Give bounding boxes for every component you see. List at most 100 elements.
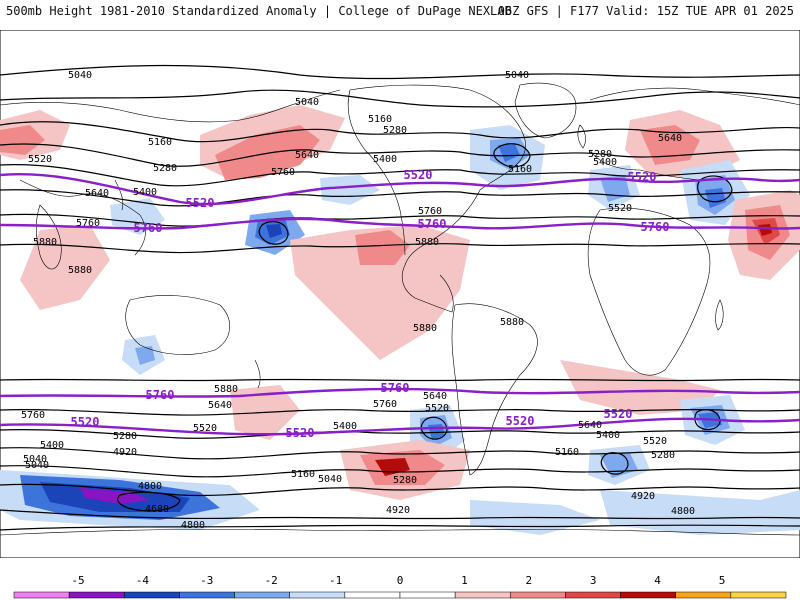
asia-south (19, 179, 146, 256)
contour-label: 5880 (33, 237, 57, 248)
contour-label: 4800 (671, 506, 695, 517)
colorbar-bin (675, 591, 732, 599)
contour-label: 5880 (415, 237, 439, 248)
colorbar-bin (234, 591, 290, 599)
contour-label: 5040 (505, 70, 529, 81)
positive-anomaly-area (0, 125, 45, 155)
colorbar-bin (510, 591, 566, 599)
positive-anomaly-area (215, 125, 320, 180)
highlight-contour-label: 5520 (404, 168, 433, 182)
colorbar-tick-label: 4 (654, 574, 661, 587)
negative-anomaly-area (110, 198, 165, 235)
contour-label: 4680 (145, 504, 169, 515)
positive-anomaly-area (355, 230, 410, 265)
contour-label: 5160 (508, 164, 532, 175)
colorbar-bin (289, 591, 346, 599)
africa-coast (587, 207, 711, 376)
contour-label: 5280 (153, 163, 177, 174)
contour-label: 4800 (138, 481, 162, 492)
contour-label: 5160 (291, 469, 315, 480)
highlight-contour-label: 5760 (381, 381, 410, 395)
madagascar-coast (715, 299, 724, 331)
negative-anomaly-area (498, 144, 520, 162)
contour-label: 5760 (21, 410, 45, 421)
colorbar-bins (13, 591, 787, 599)
contour-label: 5160 (368, 114, 392, 125)
negative-anomaly-area (80, 488, 150, 504)
contour-label: 5760 (418, 206, 442, 217)
colorbar-tick-label: 5 (719, 574, 726, 587)
highlight-contour-label: 5760 (134, 221, 163, 235)
coastlines (0, 82, 800, 536)
contour-label: 5520 (643, 436, 667, 447)
contour-label: 5040 (318, 474, 342, 485)
highlight-contour-label: 5760 (146, 388, 175, 402)
asia-coast (0, 89, 341, 123)
colorbar-bin (565, 591, 621, 599)
contour-label: 5640 (423, 391, 447, 402)
south-america-coast (451, 303, 538, 476)
highlight-labels: 5520 5520 5520 5520 5760 5760 5760 5760 … (71, 168, 670, 440)
contour-label: 5760 (76, 218, 100, 229)
contour-label: 5520 (425, 403, 449, 414)
negative-anomaly-area (600, 490, 800, 535)
colorbar-bin (344, 591, 401, 599)
colorbar-bin (730, 591, 787, 599)
colorbar-tick-label: -2 (265, 574, 278, 587)
contour-label: 5280 (393, 475, 417, 486)
contour-label: 5760 (373, 399, 397, 410)
colorbar-tick-label: 1 (461, 574, 468, 587)
contour-label: 5160 (148, 137, 172, 148)
colorbar-bin (454, 591, 511, 599)
contour-label: 5640 (578, 420, 602, 431)
north-america-coast (349, 84, 526, 313)
new-zealand-coast (254, 359, 261, 389)
contour-label: 4800 (181, 520, 205, 531)
contour-label: 5280 (588, 149, 612, 160)
contour-label: 4920 (386, 505, 410, 516)
japan-coast (114, 179, 124, 211)
colorbar-bin (68, 591, 125, 599)
highlight-contour-label: 5520 (286, 426, 315, 440)
colorbar-tick-label: -1 (329, 574, 342, 587)
negative-anomaly-area (266, 224, 282, 238)
contour-label: 5880 (68, 265, 92, 276)
contour-label: 5640 (658, 133, 682, 144)
contour-label: 5280 (383, 125, 407, 136)
greenland-coast (514, 82, 577, 139)
negative-anomaly-area (320, 175, 380, 205)
colorbar-tick-label: 3 (590, 574, 597, 587)
colorbar-tick-label: -4 (136, 574, 150, 587)
highlight-contour-label: 5520 (506, 414, 535, 428)
colorbar-tick-label: 0 (397, 574, 404, 587)
colorbar-tick-label: -5 (71, 574, 84, 587)
antarctica-coast (0, 528, 800, 536)
contour-label: 4920 (631, 491, 655, 502)
colorbar-bin (399, 591, 456, 599)
contour-label: 5400 (593, 157, 617, 168)
height-contours (0, 64, 800, 531)
contour-label: 5880 (500, 317, 524, 328)
contour-label: 5040 (23, 454, 47, 465)
contour-label: 5400 (373, 154, 397, 165)
colorbar-tick-label: -3 (200, 574, 213, 587)
contour-label: 5880 (413, 323, 437, 334)
model-run-info: 06Z GFS | F177 Valid: 15Z TUE APR 01 202… (497, 4, 794, 18)
contour-label: 5520 (28, 154, 52, 165)
north-america-west (347, 89, 406, 256)
highlight-contour-label: 5760 (641, 220, 670, 234)
highlight-contour-label: 5760 (418, 217, 447, 231)
highlight-contour-label: 5520 (604, 407, 633, 421)
colorbar-bin (179, 591, 235, 599)
contour-label: 5040 (295, 97, 319, 108)
highlight-contour-label: 5520 (628, 170, 657, 184)
india-coast (35, 204, 62, 270)
contour-label: 5400 (596, 430, 620, 441)
positive-anomaly-area (20, 225, 110, 310)
australia-coast (125, 295, 230, 355)
positive-anomaly-area (290, 225, 470, 360)
color-scale-legend: -5 -4 -3 -2 -1 0 1 2 3 4 5 (13, 574, 787, 599)
height-labels: 5040 5040 5040 5040 5160 5160 5160 5280 … (21, 70, 695, 531)
contour-label: 5400 (40, 440, 64, 451)
positive-anomaly-area (560, 360, 720, 415)
